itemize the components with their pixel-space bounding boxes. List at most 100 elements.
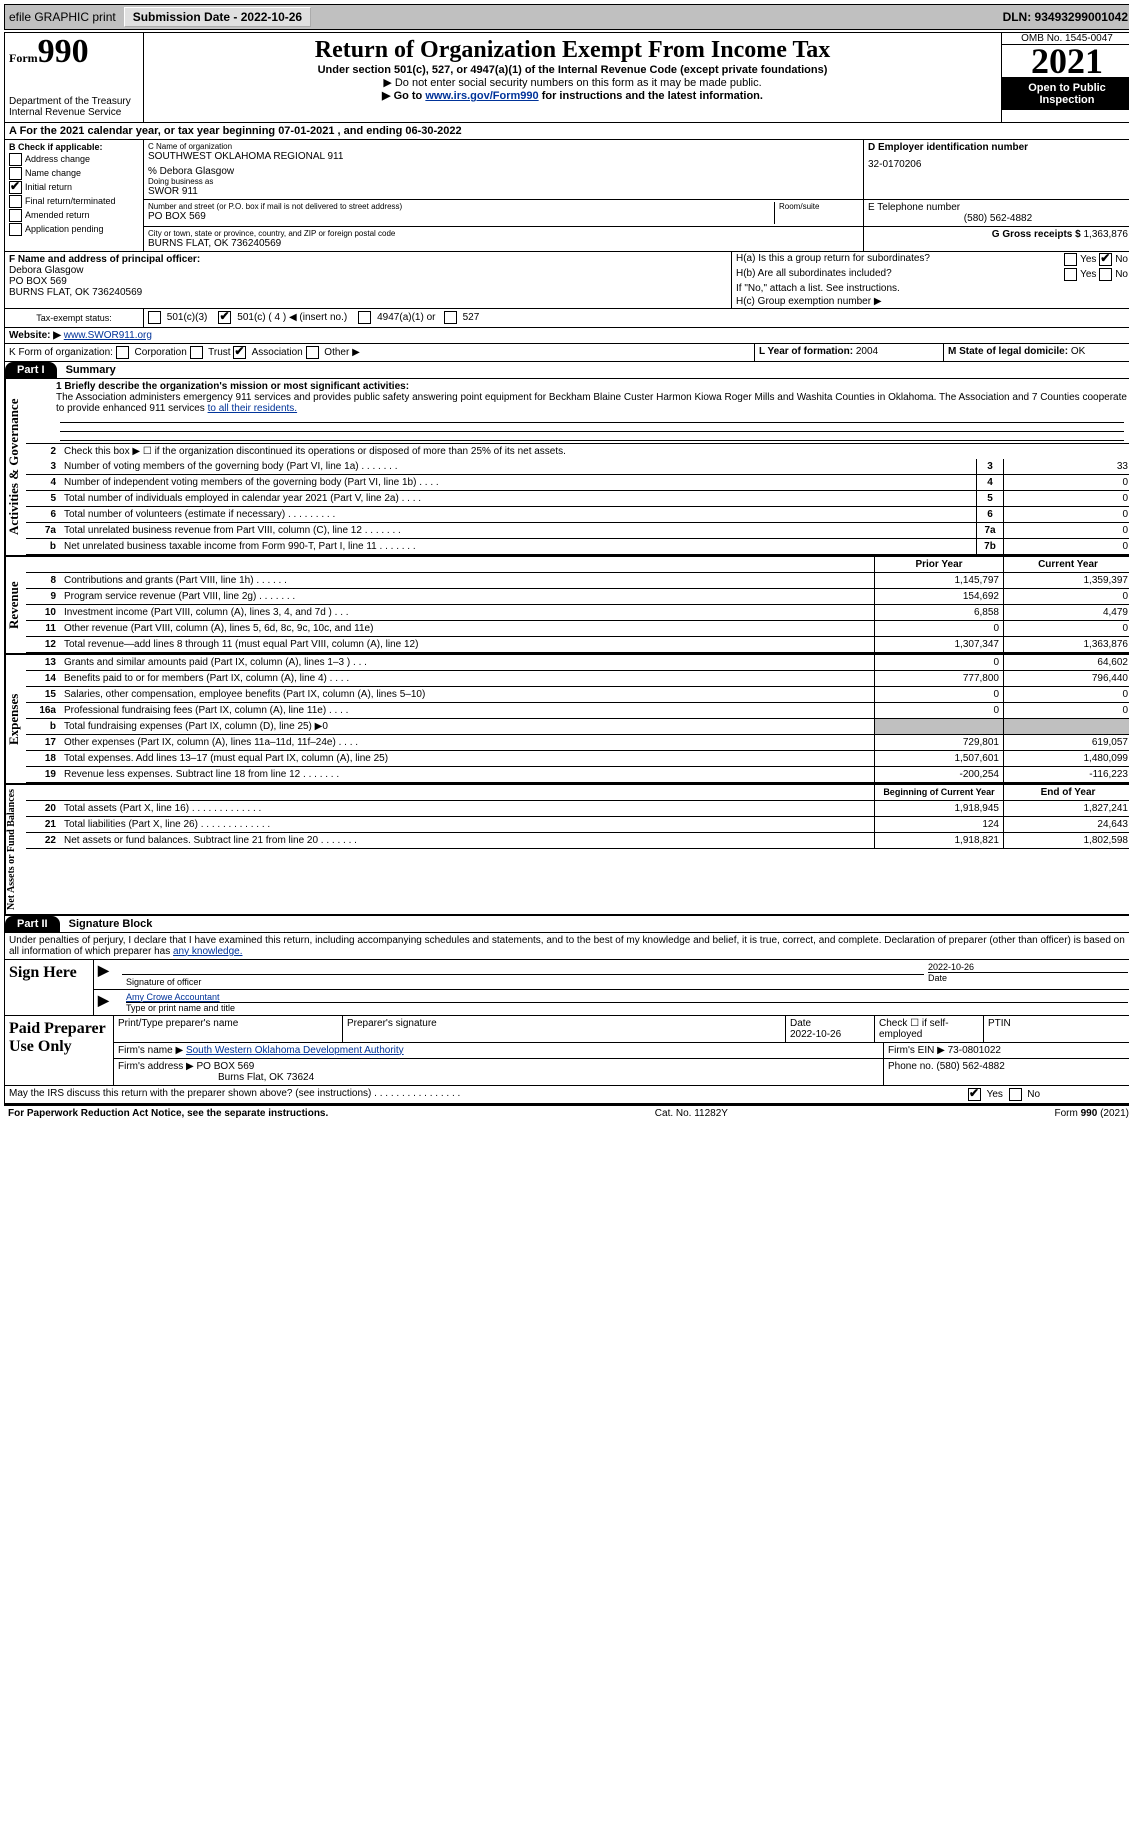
street-label: Number and street (or P.O. box if mail i… [148,202,774,211]
footer-catno: Cat. No. 11282Y [328,1108,1054,1119]
officer-addr1: PO BOX 569 [9,276,67,287]
line-9: Program service revenue (Part VIII, line… [60,589,874,604]
chk-application-pending[interactable]: Application pending [9,223,139,236]
hb-note: If "No," attach a list. See instructions… [736,283,900,294]
sig-knowledge-link[interactable]: any knowledge. [173,946,243,957]
k-form-org[interactable]: K Form of organization: Corporation Trus… [5,344,755,361]
irs-link[interactable]: www.irs.gov/Form990 [425,90,538,102]
chk-address-change[interactable]: Address change [9,153,139,166]
val-4: 0 [1003,475,1129,490]
room-label: Room/suite [779,202,859,211]
line-11: Other revenue (Part VIII, column (A), li… [60,621,874,636]
state-domicile: OK [1071,346,1085,357]
ha-yesno[interactable]: Yes No [1064,253,1128,266]
form-title: Return of Organization Exempt From Incom… [148,37,997,64]
line-2: Check this box ▶ ☐ if the organization d… [60,444,1129,459]
line-13: Grants and similar amounts paid (Part IX… [60,655,874,670]
firm-addr-label: Firm's address ▶ [118,1061,194,1072]
tax-status-options[interactable]: 501(c)(3) 501(c) ( 4 ) ◀ (insert no.) 49… [144,309,1129,327]
subtitle-1: Under section 501(c), 527, or 4947(a)(1)… [148,64,997,76]
chk-final-return[interactable]: Final return/terminated [9,195,139,208]
gross-receipts: 1,363,876 [1084,229,1129,240]
part-ii-title: Signature Block [69,918,153,930]
care-of: % Debora Glasgow [148,166,859,177]
line-3: Number of voting members of the governin… [60,459,976,474]
form-number: Form 990 [9,37,139,68]
line-15: Salaries, other compensation, employee b… [60,687,874,702]
arrow-icon: ▶ [98,992,109,1008]
sig-officer-label: Signature of officer [122,974,924,989]
website-link[interactable]: www.SWOR911.org [64,330,152,341]
footer-left: For Paperwork Reduction Act Notice, see … [8,1108,328,1119]
part-i-title: Summary [66,364,116,376]
hc-label: H(c) Group exemption number ▶ [736,296,882,307]
line-4: Number of independent voting members of … [60,475,976,490]
hdr-prior: Prior Year [874,557,1003,572]
type-name-label: Type or print name and title [126,1002,1128,1013]
chk-amended-return[interactable]: Amended return [9,209,139,222]
ha-label: H(a) Is this a group return for subordin… [736,253,930,266]
g-gross-label: G Gross receipts $ [992,229,1081,240]
irs-label: Internal Revenue Service [9,107,139,118]
line-10: Investment income (Part VIII, column (A)… [60,605,874,620]
sign-here-label: Sign Here [5,960,94,1015]
line-6: Total number of volunteers (estimate if … [60,507,976,522]
city-label: City or town, state or province, country… [148,229,859,238]
may-yesno[interactable]: Yes No [964,1086,1129,1103]
f-officer-label: F Name and address of principal officer: [9,254,200,265]
prep-date: 2022-10-26 [790,1029,841,1040]
line-21: Total liabilities (Part X, line 26) . . … [60,817,874,832]
efile-topbar: efile GRAPHIC print Submission Date - 20… [4,4,1129,30]
firm-addr1: PO BOX 569 [197,1061,255,1072]
line-17: Other expenses (Part IX, column (A), lin… [60,735,874,750]
side-governance: Activities & Governance [5,379,26,555]
submission-date-button[interactable]: Submission Date - 2022-10-26 [124,7,311,27]
line-22: Net assets or fund balances. Subtract li… [60,833,874,848]
side-net-assets: Net Assets or Fund Balances [5,785,26,914]
phone-value: (580) 562-4882 [868,213,1128,224]
line-8: Contributions and grants (Part VIII, lin… [60,573,874,588]
chk-name-change[interactable]: Name change [9,167,139,180]
row-a-period: A For the 2021 calendar year, or tax yea… [5,123,1129,140]
city-value: BURNS FLAT, OK 736240569 [148,238,859,249]
hb-yesno[interactable]: Yes No [1064,268,1128,281]
officer-addr2: BURNS FLAT, OK 736240569 [9,287,142,298]
section-b: B Check if applicable: Address change Na… [5,140,144,251]
dept-treasury: Department of the Treasury [9,96,139,107]
e-phone-label: E Telephone number [868,202,1128,213]
prep-h1: Print/Type preparer's name [114,1016,343,1042]
mission-link[interactable]: to all their residents. [208,403,298,414]
signer-name[interactable]: Amy Crowe Accountant [126,992,220,1002]
sig-date-label: Date [928,972,1128,983]
l-year-label: L Year of formation: [759,346,853,357]
line-14: Benefits paid to or for members (Part IX… [60,671,874,686]
i-label: Tax-exempt status: [5,309,144,327]
line-5: Total number of individuals employed in … [60,491,976,506]
hdr-end: End of Year [1003,785,1129,800]
firm-name[interactable]: South Western Oklahoma Development Autho… [186,1045,404,1056]
hdr-beg: Beginning of Current Year [874,785,1003,800]
d-ein-label: D Employer identification number [868,142,1028,153]
dba-label: Doing business as [148,177,859,186]
val-6: 0 [1003,507,1129,522]
chk-initial-return[interactable]: Initial return [9,181,139,194]
tax-year: 2021 [1002,44,1129,78]
firm-addr2: Burns Flat, OK 73624 [218,1072,314,1083]
line-16b: Total fundraising expenses (Part IX, col… [60,719,874,734]
hb-label: H(b) Are all subordinates included? [736,268,892,281]
line-20: Total assets (Part X, line 16) . . . . .… [60,801,874,816]
prep-h5: PTIN [984,1016,1129,1042]
may-discuss: May the IRS discuss this return with the… [5,1086,964,1103]
val-5: 0 [1003,491,1129,506]
mission-q: 1 Briefly describe the organization's mi… [56,381,409,392]
part-ii-tag: Part II [5,916,60,932]
line-16a: Professional fundraising fees (Part IX, … [60,703,874,718]
prep-h4[interactable]: Check ☐ if self-employed [875,1016,984,1042]
val-7b: 0 [1003,539,1129,554]
efile-label: efile GRAPHIC print [9,10,116,24]
line-18: Total expenses. Add lines 13–17 (must eq… [60,751,874,766]
open-to-public: Open to Public Inspection [1002,78,1129,110]
sig-date-val: 2022-10-26 [928,962,1128,972]
c-name-label: C Name of organization [148,142,859,151]
subtitle-3: ▶ Go to www.irs.gov/Form990 for instruct… [148,89,997,102]
